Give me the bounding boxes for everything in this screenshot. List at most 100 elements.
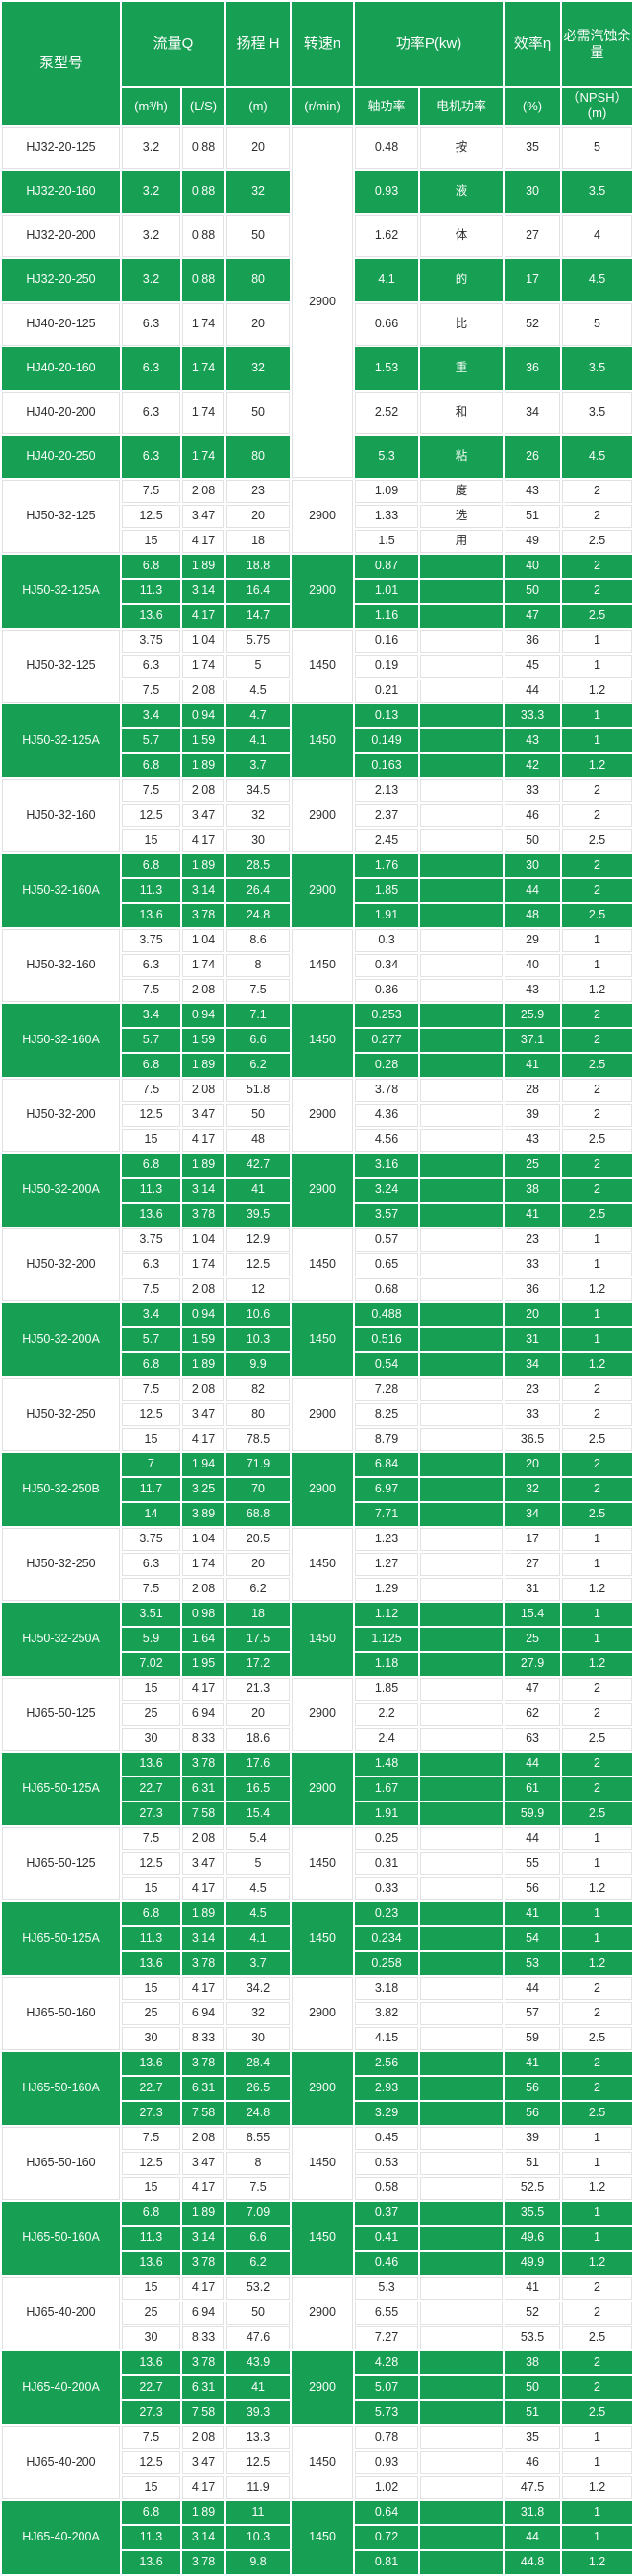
shaft-power-cell: 1.27 — [355, 1553, 419, 1576]
head-cell: 20.5 — [226, 1528, 291, 1551]
efficiency-cell: 57 — [505, 2002, 561, 2025]
efficiency-cell: 51 — [505, 505, 561, 528]
efficiency-cell: 31 — [505, 1578, 561, 1601]
flow-m3h-cell: 7.5 — [122, 1079, 180, 1102]
efficiency-cell: 25 — [505, 1154, 561, 1177]
motor-power-cell — [420, 1653, 504, 1676]
efficiency-cell: 36 — [505, 347, 561, 390]
shaft-power-cell: 1.29 — [355, 1578, 419, 1601]
flow-m3h-cell: 6.8 — [122, 555, 180, 578]
npsh-cell: 4 — [562, 215, 633, 257]
motor-power-cell — [420, 704, 504, 727]
shaft-power-cell: 4.28 — [355, 2351, 419, 2374]
flow-ls-cell: 2.08 — [182, 1278, 225, 1301]
shaft-power-cell: 0.258 — [355, 1952, 419, 1975]
flow-m3h-cell: 7.5 — [122, 1827, 180, 1850]
efficiency-cell: 32 — [505, 1478, 561, 1501]
efficiency-cell: 20 — [505, 1453, 561, 1476]
shaft-power-cell: 0.31 — [355, 1852, 419, 1875]
flow-ls-cell: 1.04 — [182, 630, 225, 653]
flow-m3h-cell: 6.3 — [122, 954, 180, 977]
shaft-power-cell: 3.82 — [355, 2002, 419, 2025]
npsh-cell: 1 — [562, 1303, 633, 1326]
table-row: 6.3 1.74 20 1.27 27 1 — [2, 1553, 633, 1576]
flow-ls-cell: 2.08 — [182, 1079, 225, 1102]
head-cell: 16.5 — [226, 1777, 291, 1801]
motor-power-cell — [420, 1753, 504, 1776]
model-cell: HJ50-32-125 — [2, 630, 120, 703]
npsh-cell: 1 — [562, 1827, 633, 1850]
efficiency-cell: 20 — [505, 1303, 561, 1326]
flow-m3h-cell: 6.8 — [122, 854, 180, 877]
flow-m3h-cell: 6.3 — [122, 392, 180, 434]
header-head: 扬程 H — [226, 2, 291, 86]
efficiency-cell: 36 — [505, 1278, 561, 1301]
motor-power-cell — [420, 2002, 504, 2025]
flow-m3h-cell: 15 — [122, 1678, 180, 1701]
model-cell: HJ65-40-200A — [2, 2501, 120, 2574]
head-cell: 10.6 — [226, 1303, 291, 1326]
flow-ls-cell: 1.89 — [182, 1054, 225, 1077]
motor-power-cell: 粘 — [420, 436, 504, 478]
flow-m3h-cell: 3.4 — [122, 704, 180, 727]
head-cell: 17.5 — [226, 1628, 291, 1651]
flow-ls-cell: 2.08 — [182, 1378, 225, 1401]
flow-m3h-cell: 15 — [122, 1977, 180, 2000]
flow-ls-cell: 3.47 — [182, 2451, 225, 2474]
npsh-cell: 2 — [562, 1104, 633, 1127]
efficiency-cell: 52.5 — [505, 2177, 561, 2200]
flow-ls-cell: 3.47 — [182, 1403, 225, 1426]
flow-ls-cell: 4.17 — [182, 1129, 225, 1152]
head-cell: 50 — [226, 215, 291, 257]
header-unit-m: (m) — [226, 88, 291, 125]
npsh-cell: 1 — [562, 1228, 633, 1252]
npsh-cell: 2 — [562, 1154, 633, 1177]
table-row: 5.9 1.64 17.5 1.125 25 1 — [2, 1628, 633, 1651]
head-cell: 51.8 — [226, 1079, 291, 1102]
speed-cell: 1450 — [292, 704, 354, 777]
flow-ls-cell: 4.17 — [182, 1877, 225, 1900]
shaft-power-cell: 7.28 — [355, 1378, 419, 1401]
shaft-power-cell: 6.55 — [355, 2302, 419, 2325]
npsh-cell: 2 — [562, 879, 633, 902]
head-cell: 18 — [226, 1603, 291, 1626]
table-row: 13.6 3.78 39.5 3.57 41 2.5 — [2, 1204, 633, 1227]
flow-m3h-cell: 13.6 — [122, 1952, 180, 1975]
flow-ls-cell: 1.04 — [182, 1528, 225, 1551]
flow-ls-cell: 1.95 — [182, 1653, 225, 1676]
motor-power-cell — [420, 1228, 504, 1252]
flow-ls-cell: 3.78 — [182, 2252, 225, 2275]
efficiency-cell: 29 — [505, 929, 561, 952]
head-cell: 4.5 — [226, 680, 291, 703]
table-row: HJ50-32-160 7.5 2.08 34.5 2900 2.13 33 2 — [2, 779, 633, 852]
shaft-power-cell: 1.09 — [355, 480, 419, 503]
model-cell: HJ65-50-125 — [2, 1678, 120, 1751]
shaft-power-cell: 3.18 — [355, 1977, 419, 2000]
head-cell: 6.6 — [226, 1029, 291, 1052]
table-row: HJ65-40-200 15 4.17 53.2 2900 5.3 41 2 — [2, 2277, 633, 2349]
shaft-power-cell: 1.18 — [355, 1653, 419, 1676]
shaft-power-cell: 0.16 — [355, 630, 419, 653]
shaft-power-cell: 0.488 — [355, 1303, 419, 1326]
efficiency-cell: 33 — [505, 1403, 561, 1426]
motor-power-cell — [420, 2351, 504, 2374]
flow-ls-cell: 1.94 — [182, 1453, 225, 1476]
flow-ls-cell: 2.08 — [182, 2127, 225, 2150]
shaft-power-cell: 0.57 — [355, 1228, 419, 1252]
motor-power-cell — [420, 2252, 504, 2275]
header-row-units: (m³/h) (L/S) (m) (r/min) 轴功率 电机功率 (%) （N… — [2, 88, 633, 125]
table-row: HJ65-50-125A 13.6 3.78 17.6 2900 1.48 44 2 — [2, 1753, 633, 1825]
motor-power-cell: 体 — [420, 215, 504, 257]
flow-m3h-cell: 12.5 — [122, 1104, 180, 1127]
npsh-cell: 1 — [562, 2227, 633, 2250]
flow-ls-cell: 6.94 — [182, 1703, 225, 1726]
speed-cell: 2900 — [292, 555, 354, 628]
efficiency-cell: 31.8 — [505, 2501, 561, 2524]
motor-power-cell — [420, 2052, 504, 2075]
table-row: 25 6.94 50 6.55 52 2 — [2, 2302, 633, 2325]
shaft-power-cell: 2.56 — [355, 2052, 419, 2075]
efficiency-cell: 47 — [505, 1678, 561, 1701]
shaft-power-cell: 5.3 — [355, 2277, 419, 2300]
model-cell: HJ32-20-200 — [2, 215, 120, 257]
table-row: 6.8 1.89 6.2 0.28 41 2.5 — [2, 1054, 633, 1077]
